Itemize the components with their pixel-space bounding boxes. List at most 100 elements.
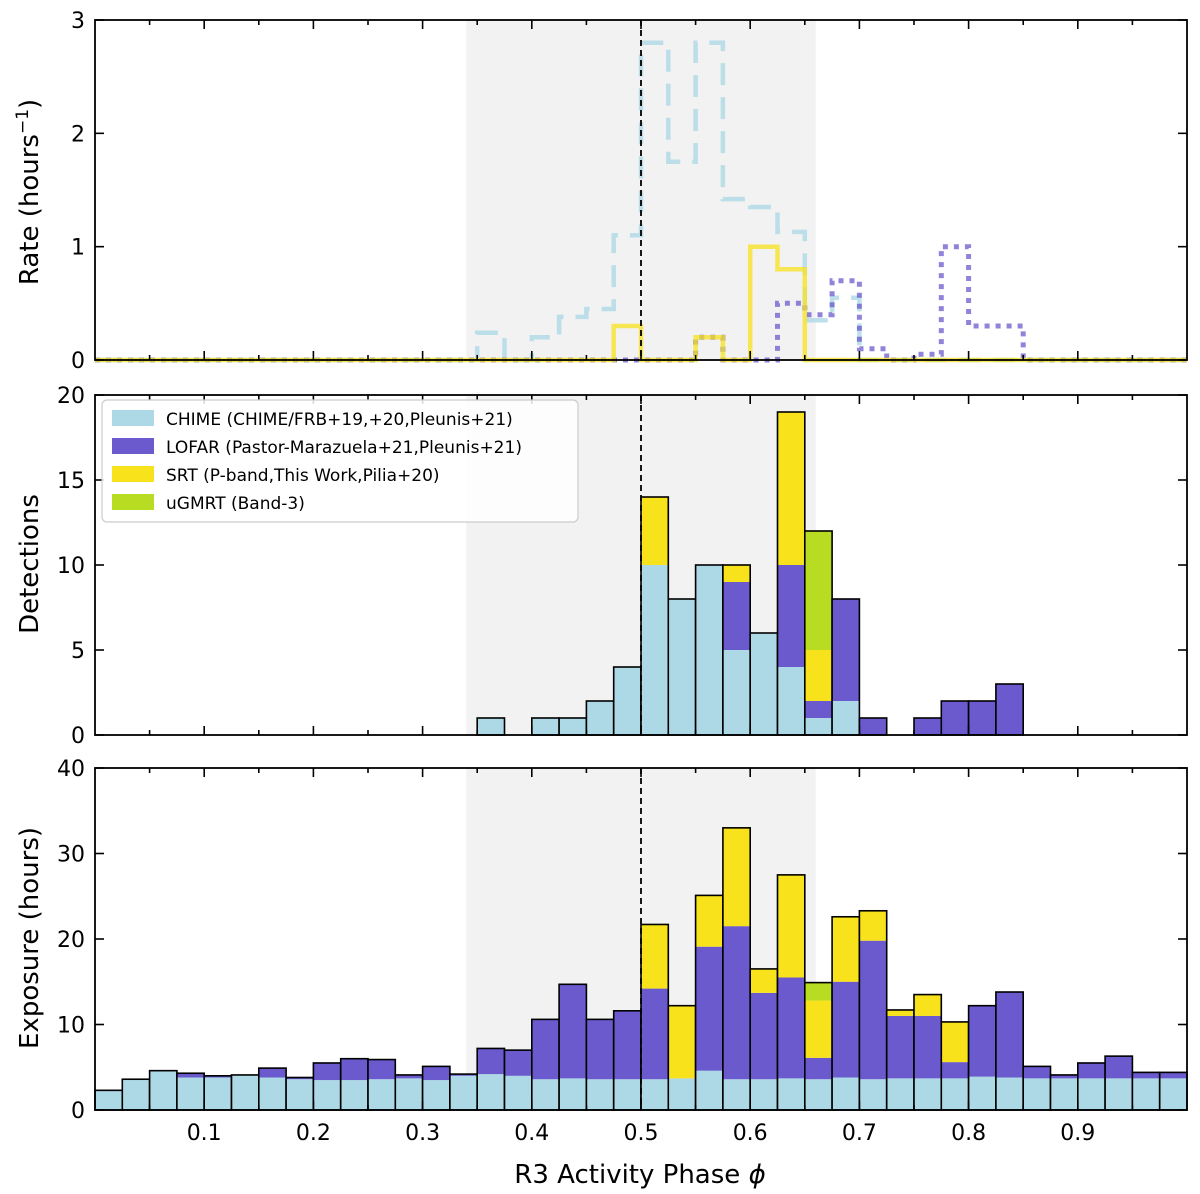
bar-lofar [804, 701, 833, 718]
bar-lofar [613, 1010, 641, 1080]
bar-lofar [422, 1066, 450, 1081]
bar-chime [641, 565, 669, 735]
bar-lofar [1105, 1056, 1133, 1079]
detections-y-ticks: 0 5 10 15 20 [57, 384, 1187, 749]
bar-lofar [886, 1015, 914, 1079]
bar-chime [995, 1077, 1024, 1110]
bar-chime [586, 701, 614, 735]
bar-chime [204, 1077, 232, 1110]
bar-lofar [1023, 1066, 1051, 1079]
bar-chime [941, 1078, 969, 1110]
y-tick-label: 0 [71, 1099, 85, 1124]
y-tick-label: 30 [57, 843, 85, 868]
y-tick-label: 10 [57, 554, 85, 579]
legend-label: LOFAR (Pastor-Marazuela+21,Pleunis+21) [166, 438, 522, 458]
bar-chime [559, 1078, 587, 1110]
bar-lofar [832, 981, 860, 1078]
bar-chime [313, 1080, 341, 1110]
bar-srt [641, 497, 669, 565]
bar-chime [668, 599, 696, 735]
x-tick-label: 0.1 [187, 1121, 222, 1146]
legend-box [101, 399, 579, 523]
bar-srt [886, 1009, 914, 1016]
legend-swatch-lofar [112, 438, 154, 454]
bar-chime [1105, 1078, 1133, 1110]
y-tick-label: 0 [71, 724, 85, 749]
bar-lofar [504, 1050, 532, 1076]
bar-chime [722, 1079, 751, 1110]
bar-chime [804, 1079, 833, 1110]
y-tick-label: 10 [57, 1014, 85, 1039]
bar-srt [941, 1021, 969, 1063]
x-tick-label: 0.8 [951, 1121, 986, 1146]
bar-lofar [1050, 1074, 1078, 1079]
rate-y-axis-label: Rate (hours−1) [13, 99, 45, 285]
x-tick-label: 0.6 [733, 1121, 768, 1146]
detections-bars [476, 411, 1025, 736]
bar-chime [231, 1074, 259, 1110]
bar-lofar [941, 701, 969, 735]
bar-chime [832, 701, 860, 735]
legend-swatch-srt [112, 466, 154, 482]
bar-lofar [995, 992, 1024, 1078]
y-tick-label: 20 [57, 384, 85, 409]
bar-srt [804, 650, 833, 701]
y-tick-label: 1 [71, 236, 85, 261]
y-tick-label: 2 [71, 122, 85, 147]
bar-chime [340, 1080, 368, 1110]
bar-chime [176, 1077, 205, 1110]
x-tick-label: 0.4 [514, 1121, 549, 1146]
bar-srt [722, 827, 751, 927]
bar-lofar [313, 1062, 341, 1081]
bar-lofar [641, 988, 669, 1080]
bar-lofar [286, 1077, 314, 1080]
bar-srt [914, 994, 942, 1016]
bar-lofar [995, 684, 1024, 735]
detections-axes-frame [94, 394, 1188, 736]
legend-swatch-chime [112, 410, 154, 426]
bar-chime [449, 1075, 478, 1110]
bar-srt [668, 1005, 696, 1079]
bar-chime [777, 667, 805, 735]
bar-srt [832, 916, 860, 982]
bar-chime [750, 633, 778, 735]
bar-lofar [176, 1073, 205, 1078]
bar-srt [777, 874, 805, 978]
bar-lofar [914, 718, 942, 735]
bar-chime [422, 1080, 450, 1110]
bar-lofar [695, 946, 723, 1071]
bar-lofar [531, 1019, 560, 1080]
bar-srt [859, 910, 887, 941]
legend-label: CHIME (CHIME/FRB+19,+20,Pleunis+21) [166, 410, 513, 430]
bar-lofar [1159, 1072, 1187, 1079]
bar-lofar [449, 1074, 478, 1076]
bar-srt [750, 968, 778, 993]
bar-chime [122, 1079, 150, 1110]
bar-ugmrt [804, 982, 833, 1001]
bar-lofar [204, 1075, 232, 1078]
bar-chime [886, 1078, 914, 1110]
bar-chime [750, 1079, 778, 1110]
bar-lofar [804, 1057, 833, 1080]
bar-lofar [340, 1058, 368, 1081]
bar-lofar [368, 1059, 396, 1080]
bar-chime [1077, 1078, 1106, 1110]
bar-chime [559, 718, 587, 735]
y-tick-label: 3 [71, 9, 85, 34]
x-tick-label: 0.5 [624, 1121, 659, 1146]
bar-chime [286, 1079, 314, 1110]
bar-ugmrt [804, 531, 833, 650]
bar-chime [477, 718, 505, 735]
bar-srt [695, 895, 723, 947]
bar-lofar [777, 977, 805, 1079]
bar-lofar [750, 992, 778, 1080]
bar-chime [641, 1079, 669, 1110]
bar-lofar [258, 1068, 287, 1078]
bar-lofar [777, 565, 805, 667]
y-tick-label: 40 [57, 757, 85, 782]
bar-chime [832, 1077, 860, 1110]
bar-lofar [395, 1074, 423, 1079]
bar-lofar [1077, 1062, 1106, 1079]
rate-panel: 0 1 2 3 Rate (hours−1) [13, 9, 1188, 374]
